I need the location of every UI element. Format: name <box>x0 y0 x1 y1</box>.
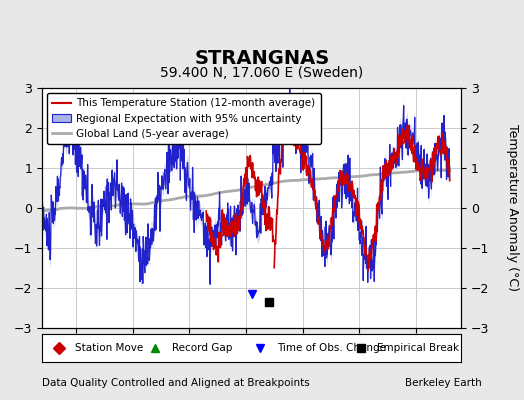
Text: 59.400 N, 17.060 E (Sweden): 59.400 N, 17.060 E (Sweden) <box>160 66 364 80</box>
Text: STRANGNAS: STRANGNAS <box>194 49 330 68</box>
Legend: This Temperature Station (12-month average), Regional Expectation with 95% uncer: This Temperature Station (12-month avera… <box>47 93 321 144</box>
Text: Station Move: Station Move <box>75 343 144 353</box>
Text: Data Quality Controlled and Aligned at Breakpoints: Data Quality Controlled and Aligned at B… <box>42 378 310 388</box>
Y-axis label: Temperature Anomaly (°C): Temperature Anomaly (°C) <box>506 124 519 292</box>
Text: Berkeley Earth: Berkeley Earth <box>406 378 482 388</box>
Text: Time of Obs. Change: Time of Obs. Change <box>277 343 386 353</box>
Text: Record Gap: Record Gap <box>172 343 232 353</box>
Text: Empirical Break: Empirical Break <box>377 343 460 353</box>
